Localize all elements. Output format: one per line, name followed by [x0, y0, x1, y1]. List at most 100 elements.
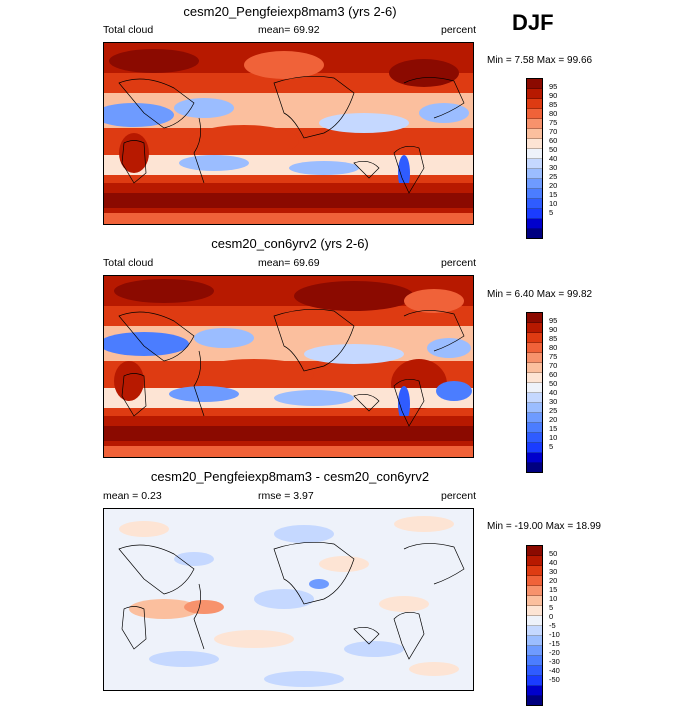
colorbar-tick-label: 85 [549, 334, 558, 343]
colorbar-tick-label: 50 [549, 145, 558, 154]
colorbar-tick-label: 40 [549, 154, 558, 163]
colorbar-tick-label: 10 [549, 199, 558, 208]
colorbar-tick-label: 15 [549, 585, 558, 594]
panel-1-minmax: Min = 7.58 Max = 99.66 [487, 55, 593, 66]
colorbar-swatch [527, 696, 542, 705]
panel-3-mean-label: mean = 0.23 [103, 490, 162, 502]
panel-2-colorbar-swatches [526, 312, 543, 473]
panel-3-units-label: percent [441, 490, 477, 502]
colorbar-tick-label: 20 [549, 576, 558, 585]
colorbar-tick-label: -10 [549, 630, 560, 639]
colorbar-swatch [527, 333, 542, 343]
colorbar-tick-label: 70 [549, 127, 558, 136]
panel-3-minmax: Min = -19.00 Max = 18.99 [487, 521, 601, 532]
colorbar-tick-label: 90 [549, 325, 558, 334]
colorbar-tick-label: 50 [549, 549, 558, 558]
colorbar-tick-label: 80 [549, 109, 558, 118]
panel-1-colorbar-swatches [526, 78, 543, 239]
colorbar-swatch [527, 353, 542, 363]
colorbar-swatch [527, 383, 542, 393]
colorbar-swatch [527, 626, 542, 636]
colorbar-tick-label: 20 [549, 181, 558, 190]
colorbar-tick-label: 10 [549, 594, 558, 603]
colorbar-swatch [527, 209, 542, 219]
colorbar-swatch [527, 229, 542, 238]
colorbar-tick-label: 80 [549, 343, 558, 352]
panel-3-contour-field [104, 509, 473, 690]
colorbar-swatch [527, 616, 542, 626]
colorbar-tick-label: 75 [549, 352, 558, 361]
colorbar-tick-label: -5 [549, 621, 556, 630]
colorbar-swatch [527, 149, 542, 159]
colorbar-tick-label: 15 [549, 424, 558, 433]
colorbar-tick-label: 25 [549, 406, 558, 415]
panel-3-map [103, 508, 474, 691]
colorbar-tick-label: 20 [549, 415, 558, 424]
panel-1-units-label: percent [441, 24, 477, 36]
colorbar-swatch [527, 189, 542, 199]
colorbar-tick-label: 60 [549, 136, 558, 145]
panel-3-colorbar [526, 545, 543, 706]
panel-1-contour-field [104, 43, 473, 224]
colorbar-swatch [527, 686, 542, 696]
colorbar-swatch [527, 656, 542, 666]
colorbar-tick-label: 0 [549, 612, 554, 621]
colorbar-swatch [527, 546, 542, 556]
colorbar-tick-label: 90 [549, 91, 558, 100]
colorbar-swatch [527, 393, 542, 403]
colorbar-swatch [527, 79, 542, 89]
colorbar-swatch [527, 139, 542, 149]
colorbar-swatch [527, 443, 542, 453]
colorbar-swatch [527, 423, 542, 433]
colorbar-swatch [527, 129, 542, 139]
colorbar-tick-label: 40 [549, 388, 558, 397]
colorbar-tick-label: -40 [549, 666, 560, 675]
colorbar-swatch [527, 433, 542, 443]
colorbar-tick-label: 30 [549, 163, 558, 172]
colorbar-tick-label: 5 [549, 442, 554, 451]
season-label: DJF [512, 10, 554, 35]
panel-3-title: cesm20_Pengfeiexp8mam3 - cesm20_con6yrv2 [150, 469, 430, 484]
colorbar-swatch [527, 179, 542, 189]
colorbar-swatch [527, 576, 542, 586]
colorbar-tick-label: 60 [549, 370, 558, 379]
colorbar-tick-label: 10 [549, 433, 558, 442]
colorbar-tick-label: 30 [549, 567, 558, 576]
panel-2-minmax: Min = 6.40 Max = 99.82 [487, 289, 593, 300]
colorbar-tick-label: 95 [549, 82, 558, 91]
colorbar-swatch [527, 219, 542, 229]
panel-2-mean-label: mean= 69.69 [258, 257, 320, 269]
colorbar-swatch [527, 413, 542, 423]
colorbar-tick-label: 40 [549, 558, 558, 567]
colorbar-swatch [527, 566, 542, 576]
colorbar-tick-label: 30 [549, 397, 558, 406]
panel-2-units-label: percent [441, 257, 477, 269]
colorbar-swatch [527, 159, 542, 169]
colorbar-tick-label: 70 [549, 361, 558, 370]
colorbar-swatch [527, 119, 542, 129]
panel-2-variable-label: Total cloud [103, 257, 154, 269]
panel-3-rmse-label: rmse = 3.97 [258, 490, 314, 502]
panel-1-mean-label: mean= 69.92 [258, 24, 320, 36]
colorbar-swatch [527, 109, 542, 119]
colorbar-tick-label: 95 [549, 316, 558, 325]
colorbar-swatch [527, 606, 542, 616]
colorbar-swatch [527, 313, 542, 323]
panel-1-title: cesm20_Pengfeiexp8mam3 (yrs 2-6) [183, 4, 397, 19]
panel-1-variable-label: Total cloud [103, 24, 154, 36]
colorbar-swatch [527, 363, 542, 373]
colorbar-swatch [527, 343, 542, 353]
colorbar-swatch [527, 586, 542, 596]
colorbar-swatch [527, 323, 542, 333]
colorbar-tick-label: -30 [549, 657, 560, 666]
colorbar-swatch [527, 403, 542, 413]
colorbar-swatch [527, 199, 542, 209]
colorbar-tick-label: -20 [549, 648, 560, 657]
colorbar-tick-label: 25 [549, 172, 558, 181]
panel-3-colorbar-swatches [526, 545, 543, 706]
colorbar-swatch [527, 676, 542, 686]
panel-1-colorbar [526, 78, 543, 239]
colorbar-swatch [527, 453, 542, 463]
colorbar-tick-label: -15 [549, 639, 560, 648]
colorbar-swatch [527, 666, 542, 676]
